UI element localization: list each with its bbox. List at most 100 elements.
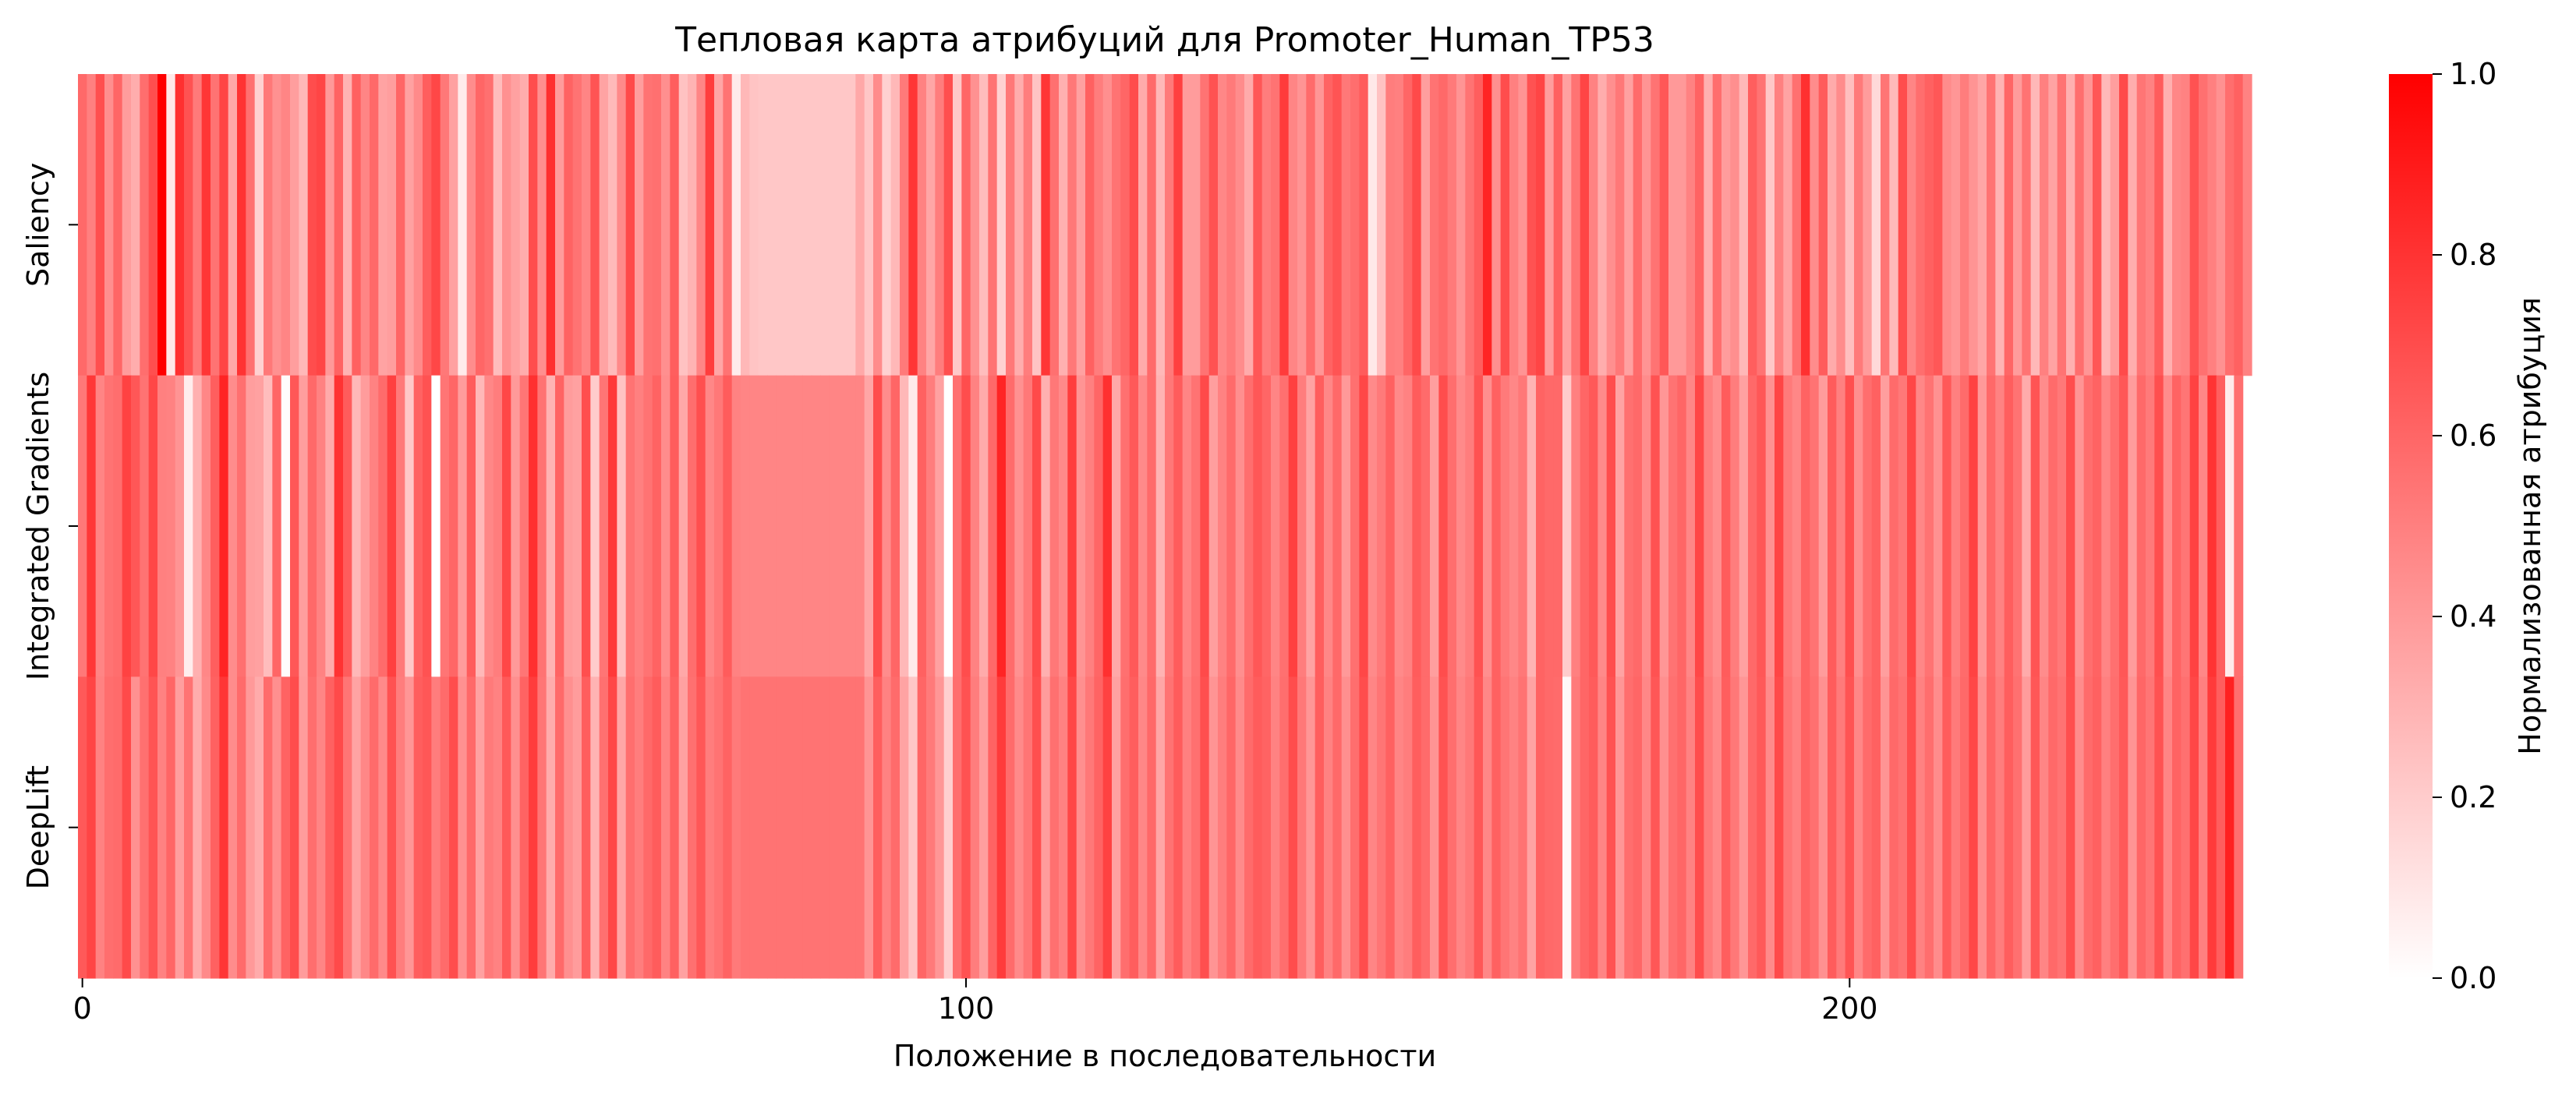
heatmap-cell: [1828, 375, 1837, 677]
heatmap-cell: [1889, 676, 1899, 979]
heatmap-cell: [1430, 676, 1439, 979]
heatmap-cell: [272, 676, 282, 979]
heatmap-cell: [1120, 74, 1131, 376]
heatmap-cell: [1173, 375, 1184, 677]
heatmap-cell: [493, 375, 503, 677]
heatmap-cell: [705, 676, 715, 979]
heatmap-cell: [2048, 74, 2058, 376]
heatmap-cell: [1898, 74, 1908, 376]
heatmap-cell: [405, 375, 415, 677]
heatmap-cell: [1712, 74, 1722, 376]
heatmap-cell: [1403, 375, 1413, 677]
heatmap-cell: [113, 375, 123, 677]
heatmap-cell: [1350, 676, 1360, 979]
heatmap-cell: [2040, 676, 2049, 979]
colorbar-tick-label: 1.0: [2450, 57, 2496, 91]
heatmap-cell: [1960, 74, 1969, 376]
heatmap-cell: [78, 74, 87, 376]
heatmap-cell: [104, 74, 114, 376]
heatmap-cell: [1076, 74, 1086, 376]
heatmap-cell: [784, 375, 794, 677]
heatmap-cell: [1995, 676, 2005, 979]
heatmap-cell: [431, 74, 441, 376]
heatmap-cell: [1668, 74, 1678, 376]
heatmap-cell: [1368, 676, 1378, 979]
heatmap-cell: [1155, 676, 1166, 979]
heatmap-cell: [246, 74, 256, 376]
heatmap-cell: [1359, 375, 1369, 677]
heatmap-cell: [635, 74, 644, 376]
heatmap-cell: [493, 676, 503, 979]
heatmap-cell: [820, 74, 830, 376]
heatmap-cell: [184, 676, 193, 979]
heatmap-cell: [2216, 74, 2226, 376]
heatmap-cell: [317, 676, 326, 979]
heatmap-cell: [1500, 74, 1510, 376]
heatmap-cell: [617, 676, 627, 979]
heatmap-cell: [882, 74, 892, 376]
heatmap-cell: [2199, 375, 2208, 677]
heatmap-cell: [1748, 74, 1757, 376]
heatmap-cell: [440, 676, 450, 979]
heatmap-cell: [228, 375, 238, 677]
heatmap-cell: [184, 375, 193, 677]
heatmap-cell: [476, 375, 485, 677]
heatmap-cell: [2101, 676, 2111, 979]
heatmap-cell: [2136, 375, 2146, 677]
heatmap-cell: [847, 74, 856, 376]
heatmap-cell: [1465, 375, 1475, 677]
heatmap-cell: [625, 375, 635, 677]
heatmap-cell: [688, 375, 697, 677]
heatmap-cell: [1368, 375, 1378, 677]
heatmap-cell: [537, 676, 547, 979]
heatmap-cell: [767, 375, 777, 677]
heatmap-cell: [352, 676, 362, 979]
heatmap-cell: [979, 676, 989, 979]
heatmap-cell: [458, 676, 468, 979]
heatmap-cell: [87, 375, 97, 677]
colorbar-tick-label: 0.8: [2450, 238, 2496, 272]
heatmap-cell: [148, 676, 158, 979]
heatmap-cell: [2013, 74, 2022, 376]
heatmap-cell: [413, 74, 423, 376]
heatmap-cell: [1226, 74, 1237, 376]
heatmap-cell: [2163, 375, 2173, 677]
heatmap-cell: [1562, 74, 1572, 376]
heatmap-cell: [95, 676, 105, 979]
heatmap-cell: [1571, 676, 1581, 979]
heatmap-cell: [1067, 375, 1077, 677]
heatmap-cell: [996, 375, 1007, 677]
heatmap-cells: [78, 74, 2252, 979]
heatmap-cell: [2172, 74, 2181, 376]
heatmap-cell: [78, 676, 87, 979]
heatmap-cell: [979, 74, 989, 376]
heatmap-cell: [1721, 676, 1731, 979]
heatmap-cell: [643, 74, 653, 376]
heatmap-cell: [599, 676, 609, 979]
heatmap-cell: [1261, 375, 1272, 677]
heatmap-cell: [1730, 676, 1740, 979]
heatmap-cell: [1712, 375, 1722, 677]
heatmap-cell: [1642, 375, 1651, 677]
heatmap-cell: [1165, 74, 1174, 376]
heatmap-cell: [264, 676, 273, 979]
heatmap-cell: [1456, 74, 1466, 376]
heatmap-cell: [2083, 74, 2093, 376]
x-tick-label: 0: [73, 991, 92, 1026]
heatmap-cell: [1085, 375, 1095, 677]
heatmap-cell: [1942, 676, 1952, 979]
heatmap-cell: [1606, 676, 1616, 979]
heatmap-cell: [670, 676, 680, 979]
heatmap-cell: [325, 74, 335, 376]
heatmap-cell: [1509, 375, 1519, 677]
heatmap-cell: [2128, 74, 2138, 376]
heatmap-cell: [1536, 375, 1545, 677]
heatmap-cell: [219, 375, 229, 677]
heatmap-cell: [1085, 74, 1095, 376]
x-axis: 0 100 200: [73, 978, 1878, 1026]
heatmap-cell: [1076, 676, 1086, 979]
heatmap-cell: [1606, 375, 1616, 677]
heatmap-cell: [1721, 74, 1731, 376]
heatmap-cell: [254, 375, 264, 677]
heatmap-cell: [1792, 676, 1802, 979]
